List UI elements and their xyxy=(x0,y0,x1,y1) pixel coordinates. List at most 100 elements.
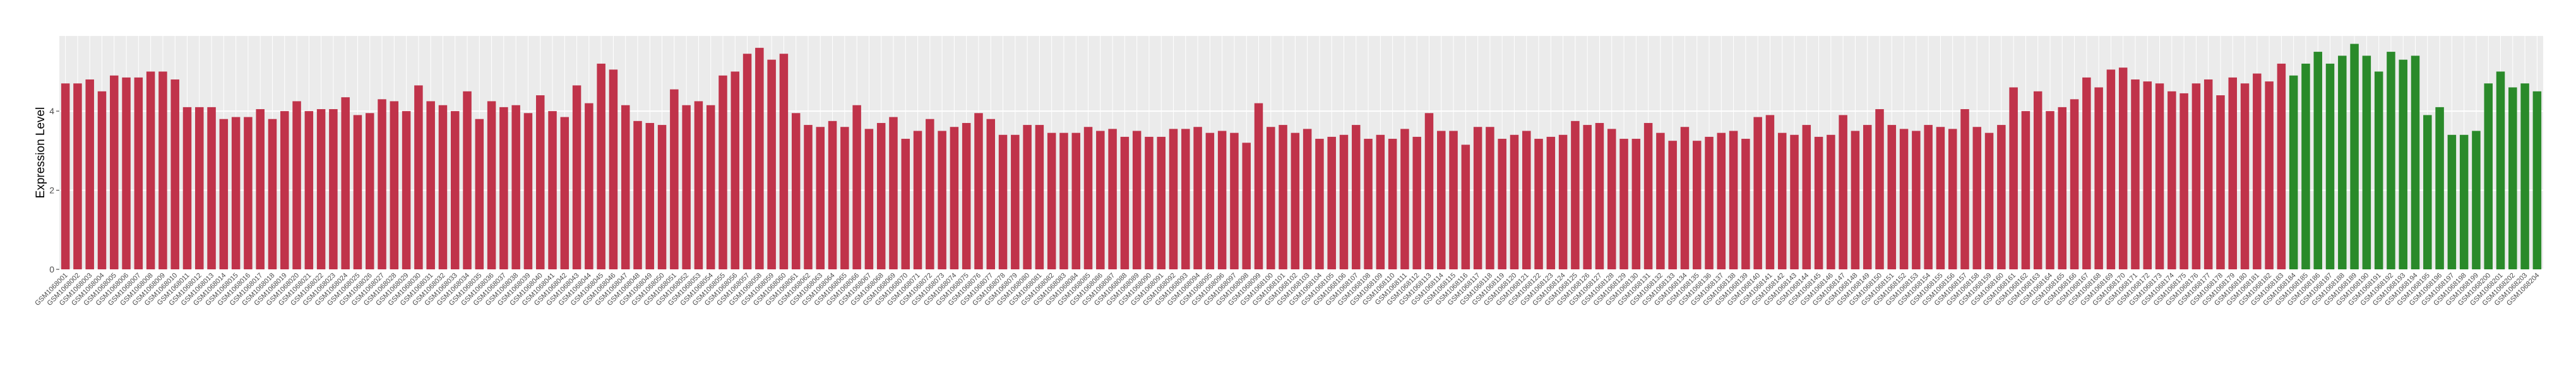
bar xyxy=(682,105,691,269)
bar xyxy=(742,54,752,269)
bar xyxy=(2508,87,2517,269)
bar xyxy=(1327,136,1336,269)
bar xyxy=(475,119,484,269)
bar xyxy=(1486,127,1494,269)
bar xyxy=(1242,143,1251,269)
bar xyxy=(2216,95,2225,269)
bar xyxy=(2179,93,2188,270)
bar xyxy=(256,109,265,269)
bar xyxy=(1814,136,1823,269)
bar xyxy=(804,125,813,269)
bar xyxy=(378,99,386,269)
bar xyxy=(2325,63,2335,269)
bar xyxy=(926,119,934,269)
bar xyxy=(390,101,399,269)
bar xyxy=(1400,129,1409,269)
bar xyxy=(1011,134,1020,269)
bar xyxy=(2203,79,2213,270)
bar xyxy=(353,115,362,269)
bar xyxy=(511,105,520,269)
bar xyxy=(1899,129,1909,269)
bar xyxy=(2106,69,2116,269)
bar xyxy=(2021,111,2030,269)
bar xyxy=(864,129,874,269)
bar xyxy=(2435,107,2444,270)
bar xyxy=(597,63,605,269)
bar xyxy=(1132,131,1142,269)
bar xyxy=(1692,141,1702,269)
bar xyxy=(1607,129,1616,269)
bar xyxy=(548,111,557,269)
bar xyxy=(1705,136,1714,269)
bar xyxy=(1437,131,1446,269)
y-tick-label: 2 xyxy=(49,185,54,196)
bar xyxy=(158,71,167,270)
bar xyxy=(840,127,849,269)
bar xyxy=(2143,81,2152,269)
bar xyxy=(1169,129,1178,269)
bar xyxy=(304,111,314,269)
bar xyxy=(1534,139,1543,269)
bar xyxy=(1546,136,1556,269)
bar xyxy=(426,101,435,269)
bar xyxy=(2046,111,2054,269)
bar xyxy=(316,109,326,269)
bar xyxy=(1120,136,1130,269)
bar xyxy=(1972,127,1982,269)
bar xyxy=(2532,91,2542,269)
bar xyxy=(2118,67,2128,269)
bar xyxy=(231,117,241,269)
bar xyxy=(986,119,995,269)
bar xyxy=(1948,129,1957,269)
bar xyxy=(1205,132,1215,269)
bar xyxy=(670,89,679,269)
bar xyxy=(1997,125,2006,269)
bar xyxy=(1388,139,1397,269)
bar xyxy=(1059,132,1068,269)
bar xyxy=(950,127,959,269)
bar xyxy=(1230,132,1239,269)
bar xyxy=(889,117,898,269)
bar xyxy=(2459,134,2469,269)
bar xyxy=(1303,129,1312,269)
bar xyxy=(1181,129,1190,269)
bar xyxy=(1571,120,1580,269)
bar xyxy=(2228,77,2237,269)
bar xyxy=(852,105,861,269)
bar xyxy=(1631,139,1641,269)
bar xyxy=(487,101,496,269)
bar xyxy=(366,113,374,269)
bar xyxy=(1839,115,1847,269)
bar xyxy=(621,105,630,269)
bar xyxy=(1510,134,1519,269)
bar xyxy=(1376,134,1385,269)
bar xyxy=(1619,139,1628,269)
bar xyxy=(913,131,922,269)
bar xyxy=(1291,132,1300,269)
bar xyxy=(1339,134,1349,269)
bar xyxy=(1827,134,1835,269)
bar xyxy=(499,107,508,270)
bar xyxy=(791,113,801,269)
bar xyxy=(1352,125,1361,269)
bar xyxy=(633,120,642,269)
bar xyxy=(329,109,338,269)
bar xyxy=(755,47,764,269)
bar xyxy=(657,125,667,269)
bar xyxy=(1863,125,1872,269)
bar xyxy=(2374,71,2383,270)
bar xyxy=(2313,52,2322,269)
bar xyxy=(1729,131,1738,269)
bar xyxy=(694,101,703,269)
bar xyxy=(2338,56,2347,270)
bar xyxy=(219,119,229,269)
bar xyxy=(1595,122,1604,269)
bar xyxy=(280,111,289,269)
bar xyxy=(2423,115,2432,269)
bar xyxy=(2472,131,2481,269)
bar xyxy=(2033,91,2042,269)
bar xyxy=(1558,134,1568,269)
bar xyxy=(938,131,946,269)
bar xyxy=(730,71,740,270)
